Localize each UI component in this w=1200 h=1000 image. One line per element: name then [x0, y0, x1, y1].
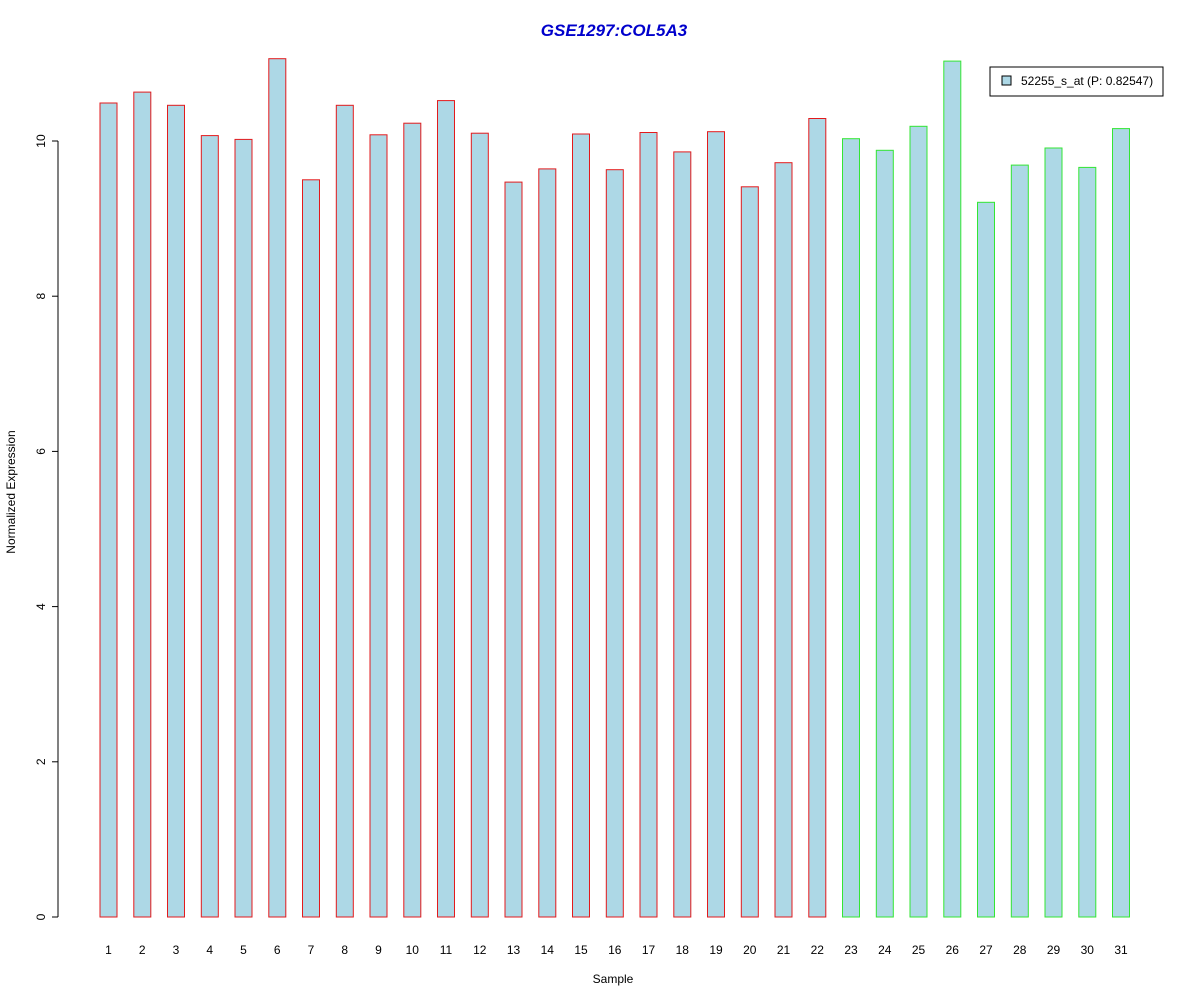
- bar-sample-18: [673, 151, 692, 918]
- x-axis-label: Sample: [593, 972, 634, 986]
- bar-sample-16: [605, 169, 624, 918]
- bar-sample-4: [200, 135, 219, 918]
- x-tick-label: 12: [473, 943, 487, 957]
- x-tick-label: 14: [541, 943, 555, 957]
- bar-sample-3: [167, 104, 185, 918]
- bar-sample-13: [504, 181, 523, 918]
- bar-sample-24: [875, 149, 894, 918]
- legend-label: 52255_s_at (P: 0.82547): [1021, 74, 1153, 88]
- x-tick-label: 24: [878, 943, 892, 957]
- bar-sample-6: [268, 58, 287, 918]
- bar-sample-26: [943, 60, 962, 918]
- legend-box: [989, 66, 1164, 97]
- x-tick-label: 31: [1114, 943, 1128, 957]
- x-tick-label: 5: [240, 943, 247, 957]
- chart-title: GSE1297:COL5A3: [541, 21, 688, 40]
- x-tick-labels: 1 2 3 4 5 6 7 8 9 10 11 12 13 14 15 16 17 18 19 20 21 22 23 24 2…: [105, 943, 1128, 957]
- bar-sample-27: [977, 201, 995, 918]
- x-tick-label: 7: [308, 943, 315, 957]
- y-tick-label: 8: [34, 293, 48, 300]
- x-tick-label: 17: [642, 943, 656, 957]
- bar-sample-12: [470, 132, 489, 918]
- x-tick-label: 4: [206, 943, 213, 957]
- legend: 52255_s_at (P: 0.82547): [989, 66, 1164, 97]
- bar-sample-1: [99, 102, 118, 918]
- bar-sample-2: [133, 91, 152, 918]
- y-tick-label: 10: [34, 134, 48, 148]
- x-tick-label: 23: [844, 943, 858, 957]
- x-tick-label: 29: [1047, 943, 1061, 957]
- bar-sample-28: [1010, 164, 1029, 918]
- bar-sample-22: [808, 118, 827, 918]
- x-tick-label: 19: [709, 943, 723, 957]
- x-tick-label: 22: [811, 943, 825, 957]
- bar-sample-20: [740, 186, 759, 918]
- x-tick-label: 6: [274, 943, 281, 957]
- bar-sample-11: [437, 100, 455, 918]
- bar-sample-29: [1044, 147, 1063, 918]
- x-tick-label: 25: [912, 943, 926, 957]
- x-tick-label: 20: [743, 943, 757, 957]
- bar-sample-7: [302, 179, 320, 918]
- x-tick-label: 27: [979, 943, 993, 957]
- x-tick-label: 13: [507, 943, 521, 957]
- bar-sample-25: [909, 125, 928, 918]
- x-tick-label: 11: [440, 943, 453, 957]
- x-tick-label: 9: [375, 943, 382, 957]
- bar-sample-9: [369, 134, 388, 918]
- x-tick-label: 26: [946, 943, 960, 957]
- x-tick-label: 3: [173, 943, 180, 957]
- y-tick-label: 2: [34, 758, 48, 765]
- bar-sample-23: [842, 138, 860, 918]
- y-tick-label: 6: [34, 448, 48, 455]
- legend-swatch: [1001, 75, 1012, 86]
- x-tick-label: 30: [1081, 943, 1095, 957]
- bar-sample-19: [707, 131, 725, 918]
- bar-sample-14: [538, 168, 557, 918]
- x-tick-label: 1: [105, 943, 112, 957]
- x-tick-label: 15: [574, 943, 588, 957]
- bar-sample-5: [234, 138, 253, 918]
- bar-sample-17: [639, 132, 658, 918]
- y-tick-label: 0: [34, 913, 48, 920]
- y-axis: 0 2 4 6 8 10: [34, 134, 59, 920]
- x-tick-label: 10: [406, 943, 420, 957]
- x-tick-label: 2: [139, 943, 146, 957]
- x-tick-label: 21: [777, 943, 791, 957]
- x-tick-label: 28: [1013, 943, 1027, 957]
- bars: [99, 58, 1130, 918]
- x-tick-label: 8: [341, 943, 348, 957]
- y-axis-label: Normalized Expression: [4, 430, 18, 553]
- x-tick-label: 18: [676, 943, 690, 957]
- y-tick-label: 4: [34, 603, 48, 610]
- bar-sample-30: [1078, 166, 1097, 918]
- x-tick-label: 16: [608, 943, 622, 957]
- bar-sample-15: [572, 133, 590, 918]
- bar-sample-31: [1112, 128, 1130, 918]
- bar-sample-8: [335, 104, 354, 918]
- bar-sample-10: [403, 122, 422, 918]
- y-ticks: 0 2 4 6 8 10: [34, 134, 58, 920]
- bar-sample-21: [774, 162, 793, 918]
